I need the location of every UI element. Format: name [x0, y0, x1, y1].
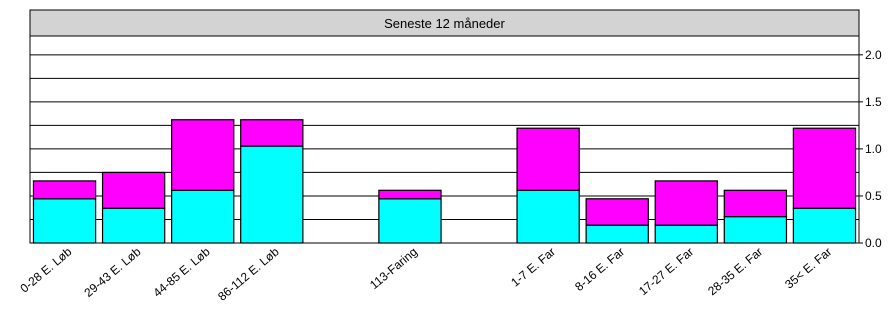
bar-segment-magenta [654, 180, 718, 226]
bar-segment-cyan [723, 216, 788, 244]
bar-segment-magenta [32, 180, 97, 200]
y-axis-ticks: 0.0 0.5 1.0 1.5 2.0 [859, 48, 882, 250]
bar-segment-magenta [516, 127, 580, 191]
bar-segment-cyan [32, 198, 97, 244]
category-label: 17-27 E. Far [636, 245, 696, 299]
category-label: 28-35 E. Far [705, 245, 765, 299]
y-tick-label: 0.5 [865, 189, 882, 203]
category-label: 44-85 E. Løb [150, 244, 212, 300]
bar-segment-cyan [240, 145, 304, 244]
bar-segment-magenta [101, 171, 166, 209]
category-label: 35< E. Far [782, 245, 834, 292]
bar-segment-magenta [171, 119, 235, 191]
bars [32, 119, 857, 244]
y-tick-label: 2.0 [865, 48, 882, 62]
bar-segment-cyan [585, 224, 649, 244]
category-label: 86-112 E. Løb [215, 244, 282, 303]
x-axis-labels: 0-28 E. Løb 29-43 E. Løb 44-85 E. Løb 86-11… [17, 244, 834, 303]
grid-lines [30, 54, 859, 220]
title-band [29, 9, 860, 37]
category-label: 113-Faring [367, 245, 420, 292]
bar-segment-cyan [516, 189, 580, 244]
bar-segment-cyan [792, 207, 857, 244]
category-label: 0-28 E. Løb [17, 244, 74, 295]
bar-segment-magenta [378, 189, 442, 200]
category-label: 29-43 E. Løb [81, 244, 143, 300]
bar-segment-cyan [101, 207, 166, 244]
bar-segment-cyan [378, 198, 442, 244]
bar-segment-cyan [654, 224, 718, 244]
y-tick-label: 0.0 [865, 236, 882, 250]
bar-segment-magenta [585, 198, 649, 226]
category-label: 8-16 E. Far [572, 245, 627, 294]
bar-segment-magenta [240, 119, 304, 147]
y-tick-label: 1.0 [865, 142, 882, 156]
bar-segment-cyan [171, 189, 235, 244]
plot-frame [29, 9, 860, 244]
category-label: 1-7 E. Far [508, 245, 558, 290]
bar-segment-magenta [723, 189, 788, 218]
chart-title: Seneste 12 måneder [384, 16, 505, 31]
y-tick-label: 1.5 [865, 95, 882, 109]
bar-segment-magenta [792, 127, 857, 209]
